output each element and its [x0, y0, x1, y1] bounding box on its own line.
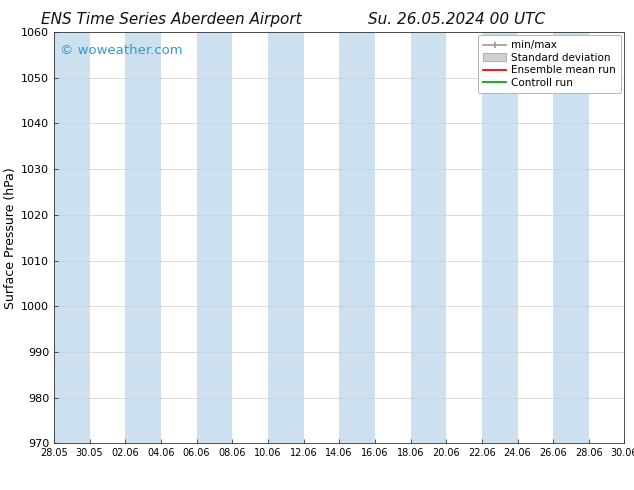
Bar	[54, 32, 89, 443]
Bar	[268, 32, 304, 443]
Y-axis label: Surface Pressure (hPa): Surface Pressure (hPa)	[4, 167, 16, 309]
Bar	[339, 32, 375, 443]
Text: Su. 26.05.2024 00 UTC: Su. 26.05.2024 00 UTC	[368, 12, 545, 27]
Legend: min/max, Standard deviation, Ensemble mean run, Controll run: min/max, Standard deviation, Ensemble me…	[478, 35, 621, 93]
Bar	[126, 32, 161, 443]
Bar	[482, 32, 517, 443]
Bar	[197, 32, 232, 443]
Bar	[411, 32, 446, 443]
Text: ENS Time Series Aberdeen Airport: ENS Time Series Aberdeen Airport	[41, 12, 302, 27]
Bar	[553, 32, 589, 443]
Text: © woweather.com: © woweather.com	[60, 44, 182, 57]
